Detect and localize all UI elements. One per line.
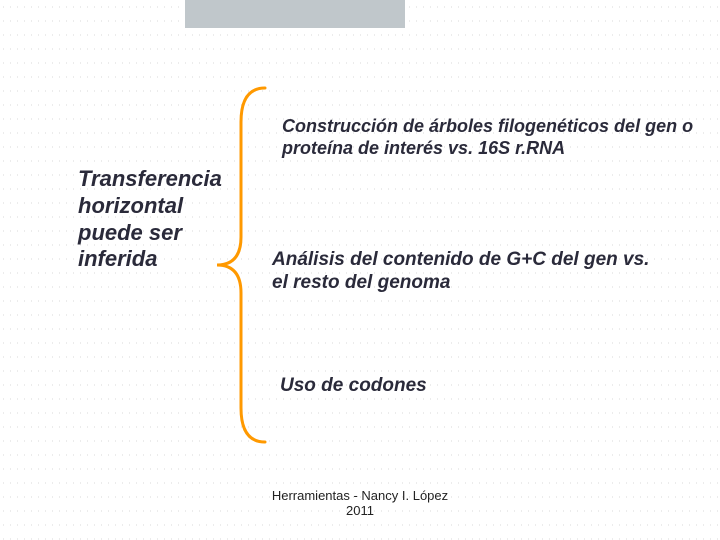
footer: Herramientas - Nancy I. López 2011 [230,488,490,518]
brace-icon [205,82,275,448]
left-label-text: Transferencia horizontal puede ser infer… [78,166,222,271]
footer-line2: 2011 [230,503,490,518]
right-item-text: Uso de codones [280,375,427,396]
right-item-2: Uso de codones [280,374,580,397]
right-item-1: Análisis del contenido de G+C del gen vs… [272,248,652,294]
right-item-text: Construcción de árboles filogenéticos de… [282,116,693,158]
footer-line1: Herramientas - Nancy I. López [230,488,490,503]
right-item-text: Análisis del contenido de G+C del gen vs… [272,249,649,293]
header-strip [185,0,405,28]
right-item-0: Construcción de árboles filogenéticos de… [282,116,712,160]
